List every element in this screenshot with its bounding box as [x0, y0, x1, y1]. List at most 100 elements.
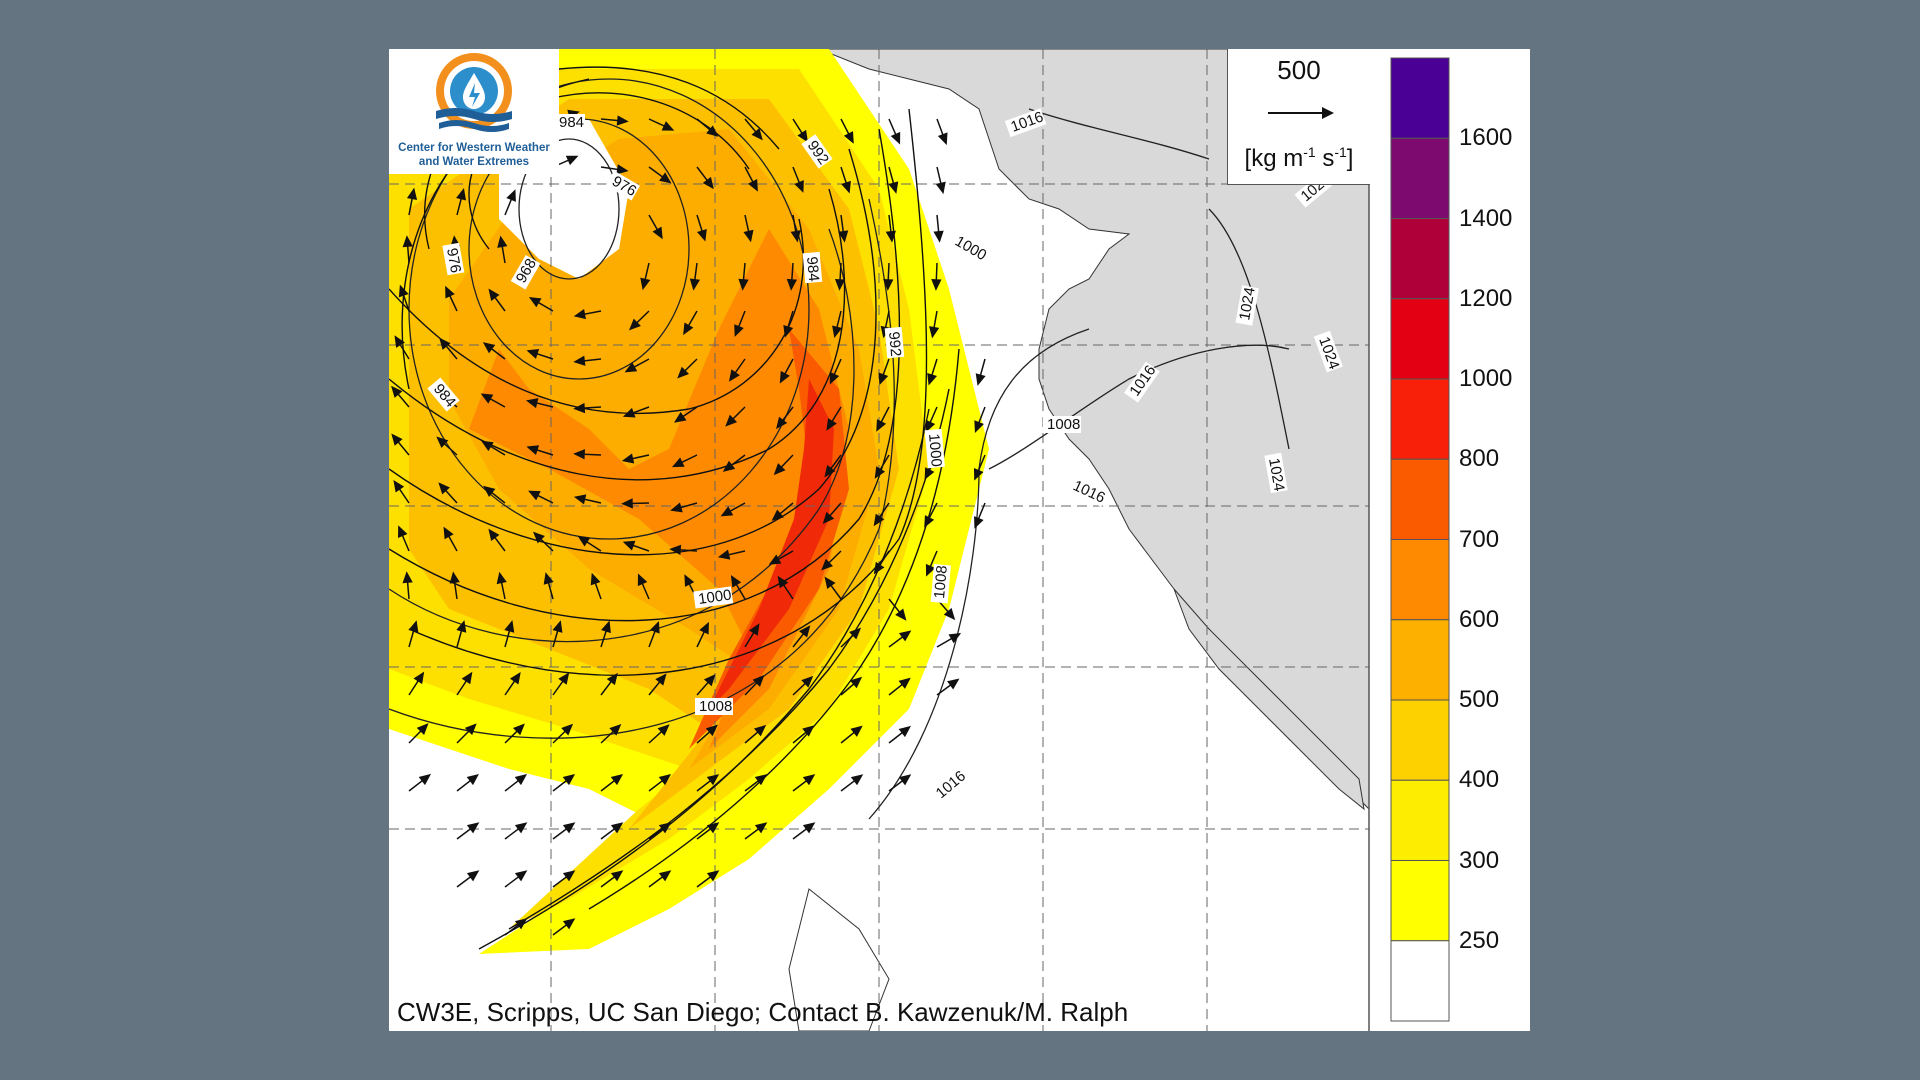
credit-text: CW3E, Scripps, UC San Diego; Contact B. …	[397, 997, 1129, 1027]
vector-arrowhead	[730, 574, 742, 588]
vector-arrowhead	[562, 870, 576, 882]
vector-arrowhead	[532, 531, 545, 544]
vector-arrowhead	[514, 918, 528, 930]
vector-arrowhead	[878, 372, 889, 386]
vector-arrowhead	[562, 918, 576, 930]
colorbar-swatch	[1390, 940, 1450, 1022]
vector-arrowhead	[514, 822, 528, 834]
vector-arrowhead	[747, 178, 758, 192]
vector-arrowhead	[393, 479, 405, 493]
vector-arrowhead	[849, 627, 862, 640]
vector-arrowhead	[573, 449, 586, 460]
vector-arrowhead	[826, 418, 837, 431]
vector-arrowhead	[948, 633, 962, 644]
isobar-label: 1016	[933, 768, 969, 802]
vector-arrowhead	[898, 677, 911, 689]
cw3e-logo: Center for Western Weather and Water Ext…	[389, 49, 559, 174]
vector-arrowhead	[929, 326, 940, 339]
ivt-map: 984 992 976 968 976 984 984 992 1000 100…	[389, 49, 1530, 1031]
vector-arrowhead	[898, 774, 912, 786]
logo-line-2: and Water Extremes	[418, 156, 530, 168]
units-part: ]	[1346, 145, 1354, 172]
vector-arrowhead	[937, 132, 948, 146]
vector-arrowhead	[391, 385, 403, 398]
isobar-label: 1008	[699, 698, 732, 715]
vector-arrowhead	[512, 723, 525, 736]
isobar-label: 1000	[697, 586, 732, 607]
vector-arrowhead	[483, 485, 496, 498]
vector-arrowhead	[610, 774, 624, 786]
vector-arrowhead	[640, 277, 651, 291]
vector-arrowhead	[873, 513, 885, 527]
vector-arrowhead	[464, 723, 477, 736]
vector-arrowhead	[927, 372, 938, 386]
vector-arrowhead	[898, 630, 912, 642]
vector-arrowhead	[738, 278, 749, 291]
vector-arrowhead	[657, 724, 670, 736]
land	[788, 49, 1370, 1031]
vector-arrowhead	[402, 571, 413, 584]
vector-arrowhead	[649, 620, 660, 634]
vector-arrowhead	[947, 678, 960, 690]
vector-arrowhead	[924, 515, 935, 528]
vector-arrowhead	[843, 131, 854, 144]
units-part: [kg m	[1244, 145, 1304, 172]
vector-arrowhead	[706, 774, 720, 786]
vector-arrowhead	[552, 620, 563, 633]
vector-arrowhead	[754, 822, 768, 834]
vector-arrowhead	[436, 436, 449, 449]
vector-arrowhead	[720, 506, 734, 517]
vector-arrowhead	[935, 181, 946, 195]
vector-arrowhead	[397, 525, 408, 539]
vector-arrowhead	[768, 554, 782, 565]
colorbar-swatch	[1390, 779, 1450, 861]
vector-arrowhead	[658, 870, 672, 882]
vector-arrowhead	[416, 723, 429, 736]
vector-arrowhead	[743, 229, 754, 243]
vector-arrowhead	[754, 724, 767, 737]
vector-arrowhead	[771, 509, 784, 521]
vector-arrowhead	[509, 672, 521, 685]
colorbar-tick-label: 600	[1459, 605, 1500, 633]
vector-arrowhead	[873, 561, 885, 575]
colorbar-swatch	[1390, 298, 1450, 380]
vector-arrowhead	[802, 725, 815, 737]
units-sup: -1	[1303, 144, 1316, 160]
colorbar-tick-label: 250	[1459, 926, 1500, 954]
vector-arrowhead	[786, 278, 798, 291]
vector-arrowhead	[883, 278, 894, 291]
vector-arrowhead	[488, 528, 500, 542]
isobar-label: 1000	[925, 433, 945, 468]
isobar-label: 992	[885, 331, 904, 357]
vector-arrowhead	[562, 773, 576, 786]
vector-arrowhead	[925, 419, 936, 433]
vector-arrowhead	[616, 164, 629, 175]
colorbar-tick-label: 300	[1459, 846, 1500, 874]
colorbar-tick-label: 1200	[1459, 284, 1513, 312]
vector-arrowhead	[577, 535, 591, 547]
vector-arrowhead	[802, 822, 816, 834]
ivt-map-figure: 984 992 976 968 976 984 984 992 1000 100…	[389, 49, 1530, 1031]
vector-arrowhead	[876, 419, 887, 432]
vector-arrowhead	[526, 349, 540, 359]
vector-arrowhead	[488, 288, 500, 301]
isobar-label: 984	[559, 114, 584, 131]
vector-arrowhead	[834, 278, 846, 291]
grid-lines	[389, 49, 1369, 1031]
vector-arrowhead	[699, 621, 709, 635]
colorbar	[1390, 57, 1450, 1022]
vector-arrowhead	[456, 620, 467, 633]
vector-arrowhead	[974, 516, 984, 529]
vector-arrowhead	[689, 278, 701, 291]
colorbar-swatch	[1390, 539, 1450, 621]
vector-arrowhead	[824, 464, 836, 478]
vector-arrowhead	[801, 675, 814, 688]
vector-arrowhead	[777, 575, 789, 589]
vector-arrowhead	[794, 180, 804, 193]
vector-arrowhead	[725, 414, 738, 427]
vector-arrowhead	[838, 230, 849, 243]
vector-arrowhead	[734, 324, 744, 337]
vector-arrowhead	[773, 463, 786, 476]
vector-arrowhead	[850, 725, 863, 737]
vector-arrowhead	[898, 725, 911, 738]
